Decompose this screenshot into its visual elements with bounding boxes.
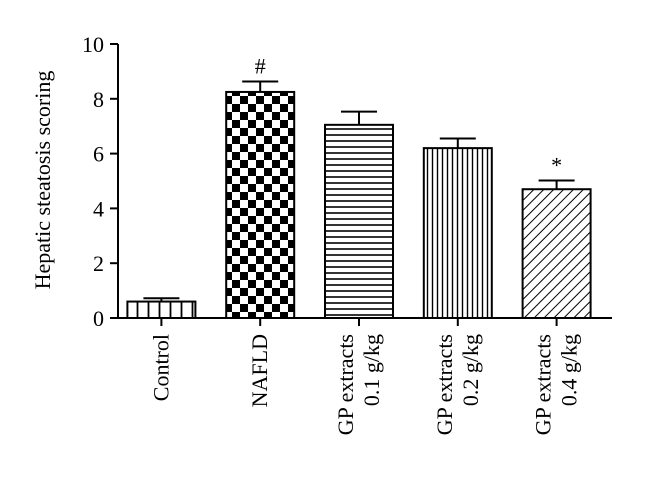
y-tick-label: 4 [93, 196, 104, 221]
bar [324, 123, 394, 319]
significance-marker: * [551, 152, 562, 177]
category-label-line: GP extracts [333, 334, 358, 435]
category-label-line: 0.2 g/kg [458, 334, 483, 406]
category-label: Control [148, 334, 173, 401]
category-labels: Control NAFLD GP extracts 0.1 g/kg GP extrac… [148, 334, 581, 435]
significance-marker: # [255, 54, 266, 79]
category-label: NAFLD [247, 334, 272, 407]
bars: #* [126, 54, 592, 319]
bar [422, 147, 493, 319]
category-label-line: GP extracts [432, 334, 457, 435]
category-label: GP extracts 0.4 g/kg [531, 334, 582, 435]
y-tick-label: 0 [93, 306, 104, 331]
y-tick-label: 10 [82, 32, 104, 57]
y-axis-title: Hepatic steatosis scoring [30, 71, 55, 290]
category-label: GP extracts 0.2 g/kg [432, 334, 483, 435]
y-tick-label: 6 [93, 142, 104, 167]
category-label-line: GP extracts [531, 334, 556, 435]
category-label-line: 0.4 g/kg [557, 334, 582, 406]
bar [521, 188, 592, 319]
y-axis: 0 2 4 6 8 10 [82, 32, 119, 331]
y-tick-label: 2 [93, 251, 104, 276]
x-axis [118, 317, 612, 326]
category-label: GP extracts 0.1 g/kg [333, 334, 384, 435]
bar [126, 300, 197, 319]
category-label-line: 0.1 g/kg [359, 334, 384, 406]
category-label-line: Control [148, 334, 173, 401]
y-tick-label: 8 [93, 87, 104, 112]
bar [225, 90, 296, 319]
category-label-line: NAFLD [247, 334, 272, 407]
